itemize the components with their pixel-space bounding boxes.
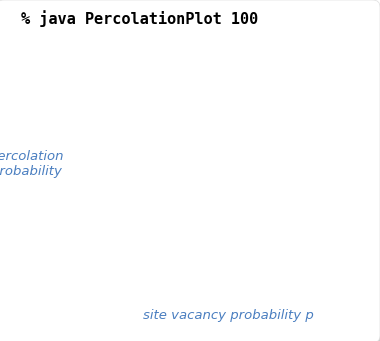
Point xyxy=(245,152,252,157)
Point xyxy=(250,93,256,99)
Point xyxy=(249,95,255,101)
Point xyxy=(232,257,238,263)
Point xyxy=(225,263,231,268)
Point xyxy=(271,90,277,95)
Point xyxy=(134,266,140,272)
Point xyxy=(241,231,247,237)
Point xyxy=(243,199,249,205)
Point xyxy=(255,90,261,95)
Point xyxy=(122,266,128,272)
Point xyxy=(259,90,265,95)
Point xyxy=(305,90,311,95)
Point xyxy=(248,101,254,106)
Point xyxy=(202,266,208,272)
Point xyxy=(179,266,185,272)
Point xyxy=(168,266,174,272)
Text: percolation
probability: percolation probability xyxy=(0,150,64,178)
Point xyxy=(111,266,117,272)
Text: site vacancy probability p: site vacancy probability p xyxy=(142,309,314,322)
Point xyxy=(242,217,248,222)
Point xyxy=(145,266,151,272)
Point xyxy=(246,129,252,134)
Point xyxy=(247,111,253,117)
Point xyxy=(252,92,258,97)
Point xyxy=(214,266,220,272)
Point xyxy=(236,249,242,254)
Point xyxy=(157,266,163,272)
Point xyxy=(339,90,345,95)
Point xyxy=(191,266,197,272)
Point xyxy=(282,90,288,95)
Text: % java PercolationPlot 100: % java PercolationPlot 100 xyxy=(21,10,258,27)
Point xyxy=(244,178,250,183)
